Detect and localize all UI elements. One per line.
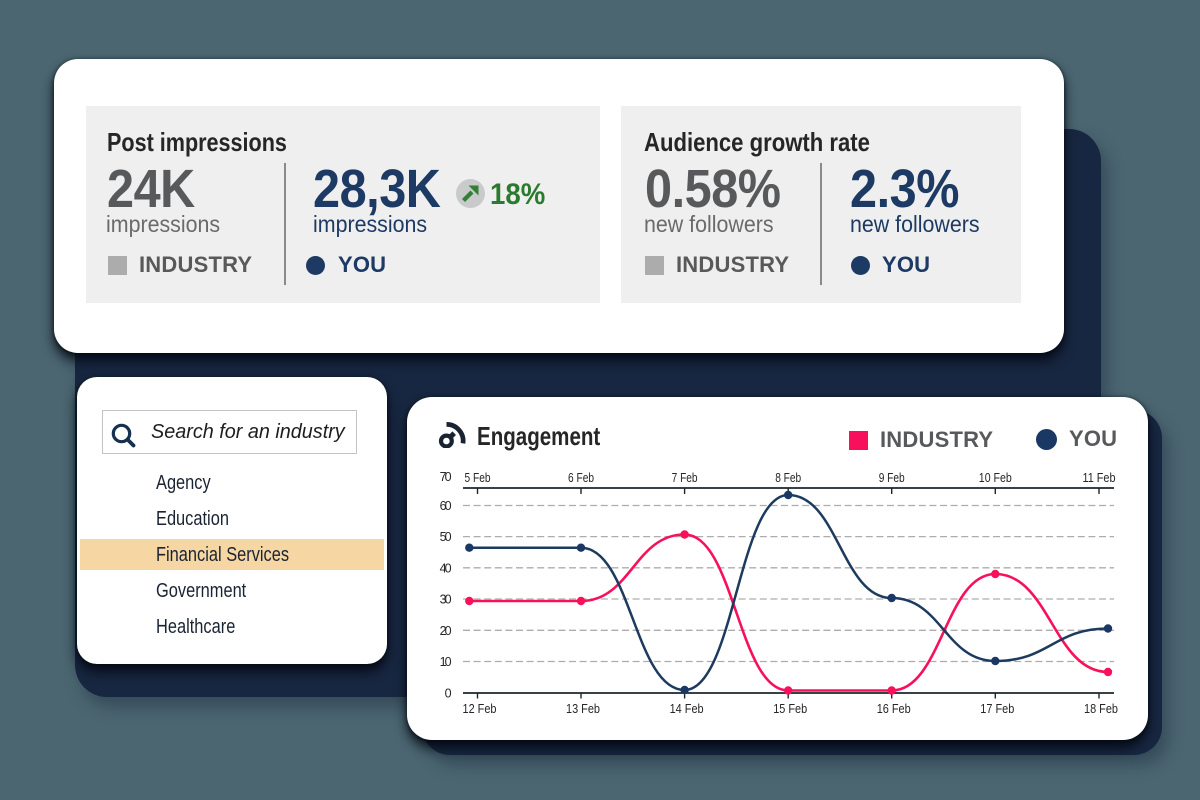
svg-text:10: 10 <box>440 655 452 669</box>
svg-text:17 Feb: 17 Feb <box>980 702 1014 716</box>
svg-text:0: 0 <box>445 686 452 700</box>
svg-text:30: 30 <box>440 593 452 607</box>
svg-text:18 Feb: 18 Feb <box>1084 702 1118 716</box>
svg-text:20: 20 <box>440 624 452 638</box>
svg-text:50: 50 <box>440 530 452 544</box>
svg-text:16 Feb: 16 Feb <box>877 702 911 716</box>
svg-text:12 Feb: 12 Feb <box>463 702 497 716</box>
svg-text:15 Feb: 15 Feb <box>773 702 807 716</box>
svg-text:8 Feb: 8 Feb <box>775 471 801 485</box>
svg-text:13 Feb: 13 Feb <box>566 702 600 716</box>
svg-text:5 Feb: 5 Feb <box>465 471 491 485</box>
svg-text:7 Feb: 7 Feb <box>672 471 698 485</box>
svg-text:40: 40 <box>440 561 452 575</box>
svg-text:11 Feb: 11 Feb <box>1083 471 1116 485</box>
svg-text:14 Feb: 14 Feb <box>670 702 704 716</box>
svg-text:60: 60 <box>440 499 452 513</box>
svg-text:6 Feb: 6 Feb <box>568 471 594 485</box>
svg-text:10 Feb: 10 Feb <box>979 471 1012 485</box>
svg-text:70: 70 <box>440 470 452 484</box>
svg-text:9 Feb: 9 Feb <box>879 471 905 485</box>
